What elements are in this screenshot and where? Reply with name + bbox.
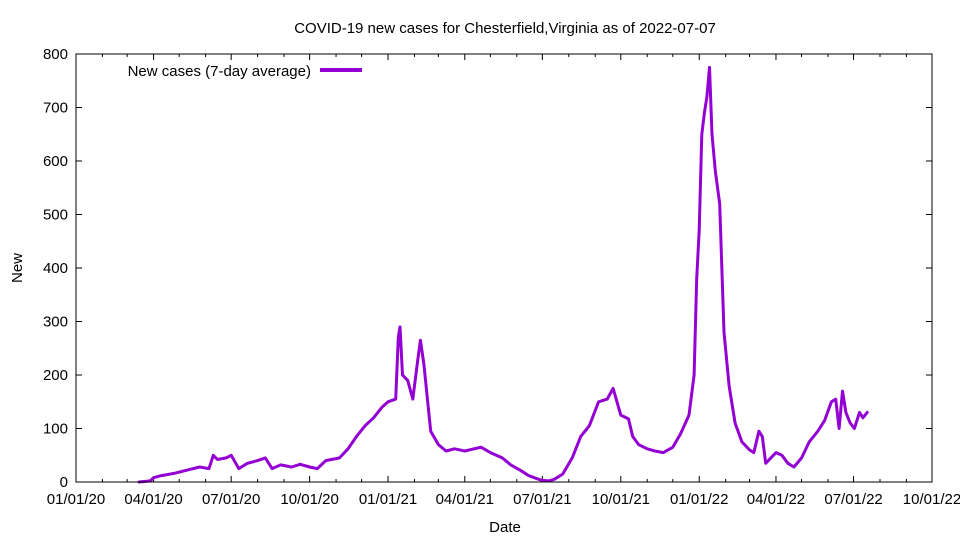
x-axis-label: Date	[489, 519, 521, 536]
x-tick-label: 10/01/21	[592, 491, 650, 508]
y-tick-label: 500	[43, 207, 68, 224]
x-tick-label: 07/01/21	[513, 491, 571, 508]
y-tick-label: 600	[43, 153, 68, 170]
y-tick-labels: 0 100 200 300 400 500 600 700 800	[43, 46, 68, 491]
x-tick-label: 10/01/20	[280, 491, 338, 508]
x-tick-label: 01/01/20	[47, 491, 105, 508]
x-tick-labels: 01/01/20 04/01/20 07/01/20 10/01/20 01/01/21…	[47, 491, 960, 508]
y-tick-label: 400	[43, 260, 68, 277]
x-tick-label: 04/01/22	[747, 491, 805, 508]
y-tick-label: 200	[43, 367, 68, 384]
legend-label: New cases (7-day average)	[128, 63, 311, 80]
x-tick-label: 01/01/21	[359, 491, 417, 508]
x-tick-label: 01/01/22	[670, 491, 728, 508]
y-axis-label: New	[9, 253, 26, 283]
x-tick-label: 04/01/21	[436, 491, 494, 508]
y-tick-label: 100	[43, 421, 68, 438]
legend: New cases (7-day average)	[128, 63, 362, 80]
axis-ticks	[75, 53, 933, 483]
x-tick-label: 04/01/20	[124, 491, 182, 508]
chart-title: COVID-19 new cases for Chesterfield,Virg…	[294, 20, 716, 37]
y-tick-label: 800	[43, 46, 68, 63]
plot-frame	[75, 53, 933, 483]
x-tick-label: 07/01/22	[824, 491, 882, 508]
y-tick-label: 0	[60, 474, 68, 491]
y-tick-label: 300	[43, 314, 68, 331]
x-tick-label: 10/01/22	[903, 491, 960, 508]
series-line-new-cases	[137, 65, 869, 484]
x-tick-label: 07/01/20	[202, 491, 260, 508]
y-tick-label: 700	[43, 100, 68, 117]
